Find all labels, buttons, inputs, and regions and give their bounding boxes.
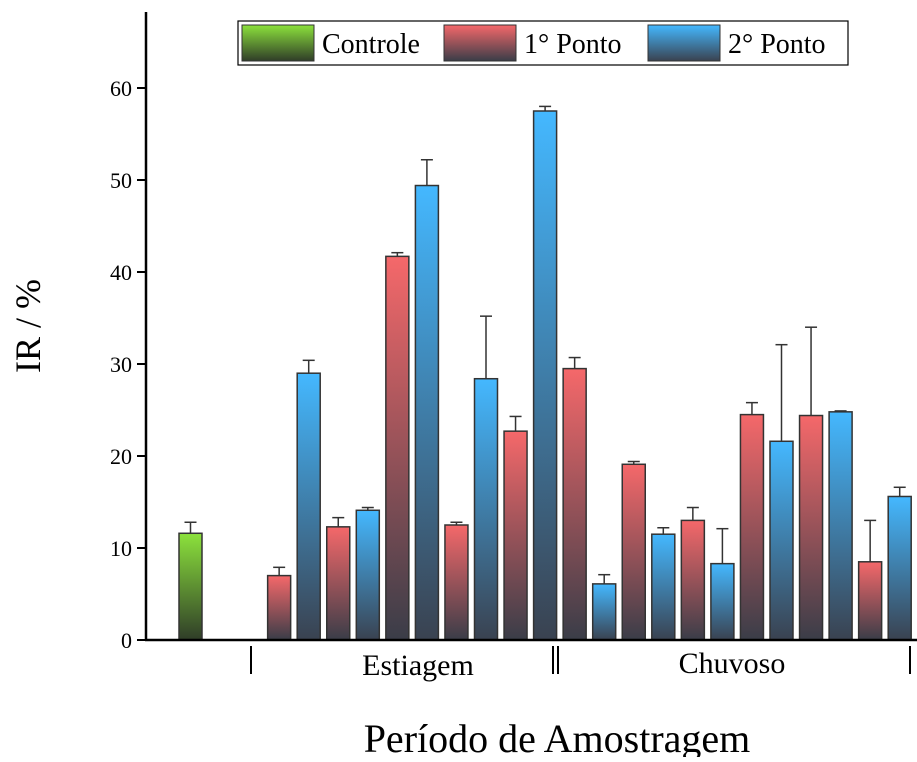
bar-2: [266, 574, 292, 641]
bar-15: [651, 533, 676, 641]
bar-18: [739, 413, 765, 641]
legend-frame: [237, 20, 849, 66]
bar-22: [857, 561, 883, 641]
legend-swatch-ponto2: [647, 24, 721, 62]
bar-12: [562, 367, 587, 641]
legend-swatch-controle: [241, 24, 315, 62]
y-ticks: 0 10 20 30 40 50 60: [110, 76, 146, 653]
bar-7: [414, 184, 440, 641]
period-label-estiagem: Estiagem: [362, 649, 474, 682]
bar-4: [326, 526, 351, 641]
y-tick-label: 0: [121, 628, 132, 653]
bar-16: [680, 519, 706, 641]
legend-label-controle: Controle: [322, 29, 420, 60]
bar-17: [710, 562, 735, 641]
legend-label-ponto1: 1° Ponto: [524, 29, 622, 60]
bars-layer: [178, 110, 912, 641]
period-label-chuvoso: Chuvoso: [679, 647, 786, 680]
y-tick-label: 20: [110, 444, 132, 469]
y-tick-label: 50: [110, 168, 132, 193]
bar-19: [769, 440, 794, 641]
y-tick-label: 40: [110, 260, 132, 285]
bar-20: [798, 414, 824, 641]
error-bars-layer: [184, 105, 906, 584]
y-axis-label: IR / %: [8, 279, 48, 373]
bar-1: [178, 532, 203, 641]
legend-swatch-ponto1: [443, 24, 517, 62]
x-axis-label: Período de Amostragem: [364, 716, 751, 757]
bar-8: [444, 524, 469, 641]
bar-5: [355, 509, 381, 641]
bar-14: [621, 463, 646, 641]
bar-10: [503, 430, 528, 641]
bar-6: [385, 255, 410, 641]
y-tick-label: 60: [110, 76, 132, 101]
y-tick-label: 30: [110, 352, 132, 377]
legend: Controle 1° Ponto 2° Ponto: [237, 20, 849, 66]
period-markers: Estiagem Chuvoso: [250, 646, 911, 682]
bar-23: [887, 495, 912, 641]
y-tick-label: 10: [110, 536, 132, 561]
bar-11: [532, 110, 558, 641]
bar-3: [296, 372, 321, 641]
axes-layer: [144, 12, 917, 642]
bar-13: [591, 583, 617, 641]
bar-9: [473, 377, 499, 641]
legend-label-ponto2: 2° Ponto: [728, 29, 826, 60]
bar-21: [828, 411, 853, 641]
